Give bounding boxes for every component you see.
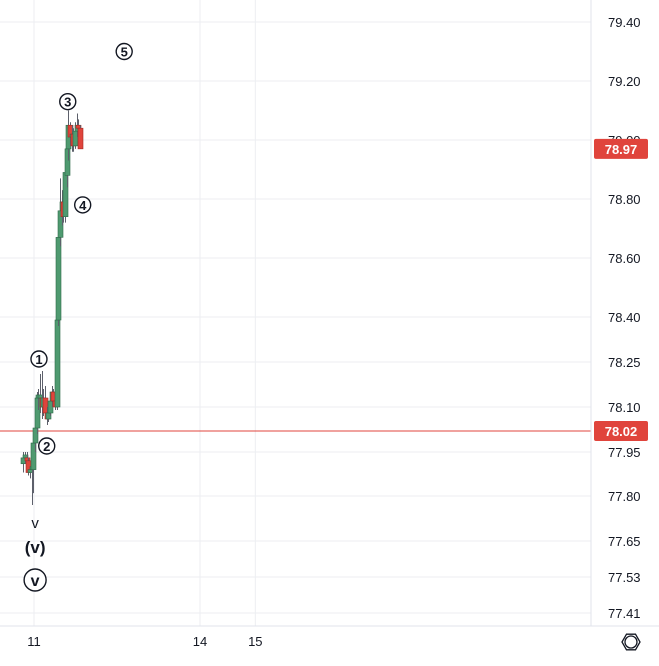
wave-label-circle (38, 437, 56, 455)
wave-label: (v) (25, 538, 46, 557)
candle-body (55, 237, 62, 321)
price-tick-label: 77.53 (608, 570, 641, 585)
price-tick-label: 78.40 (608, 310, 641, 325)
price-tick-label: 77.95 (608, 445, 641, 460)
time-axis-panel[interactable] (0, 626, 659, 666)
reference-price-tag: 78.02 (605, 424, 638, 439)
time-tick-label: 11 (27, 634, 41, 649)
price-tick-label: 77.80 (608, 489, 641, 504)
wave-label-circle (30, 350, 48, 368)
wave-label-circle (59, 92, 77, 111)
wave-label: 5 (121, 45, 128, 60)
price-tick-label: 77.41 (608, 606, 641, 621)
price-tick-label: 77.65 (608, 534, 641, 549)
price-tags: 78.97 78.02 (594, 138, 648, 441)
price-tick-label: 78.10 (608, 400, 641, 415)
settings-icon[interactable] (621, 633, 641, 651)
price-tick-label: 79.40 (608, 15, 641, 30)
price-tick-label: 78.60 (608, 251, 641, 266)
price-tick-label: 78.80 (608, 192, 641, 207)
candle-body (24, 457, 31, 462)
wave-label-circle (23, 568, 47, 592)
current-price-tag: 78.97 (605, 142, 638, 157)
wave-label-circle (115, 42, 133, 61)
reference-price-tag-bg (594, 421, 648, 441)
price-tick-label: 78.25 (608, 355, 641, 370)
time-axis: 11 14 15 (27, 634, 262, 649)
wave-label: v (31, 573, 40, 590)
candle-body (54, 319, 61, 408)
candle-body (64, 148, 71, 176)
price-tick-label: 79.20 (608, 74, 641, 89)
wave-label: 3 (64, 95, 71, 110)
wave-label: v (31, 515, 39, 532)
candle-body (77, 127, 84, 150)
candles (20, 110, 84, 505)
grid (0, 0, 591, 626)
candle-body (34, 397, 41, 429)
time-tick-label: 14 (193, 634, 207, 649)
current-price-tag-bg (594, 138, 648, 159)
wave-annotations: 1 2 3 4 5 v (v) v (23, 42, 133, 592)
wave-label: 1 (35, 352, 42, 367)
wave-label-circle (73, 196, 92, 214)
wave-label: 4 (79, 198, 87, 213)
time-tick-label: 15 (248, 634, 262, 649)
wave-label: 2 (43, 439, 50, 454)
price-axis-panel[interactable] (591, 0, 659, 626)
